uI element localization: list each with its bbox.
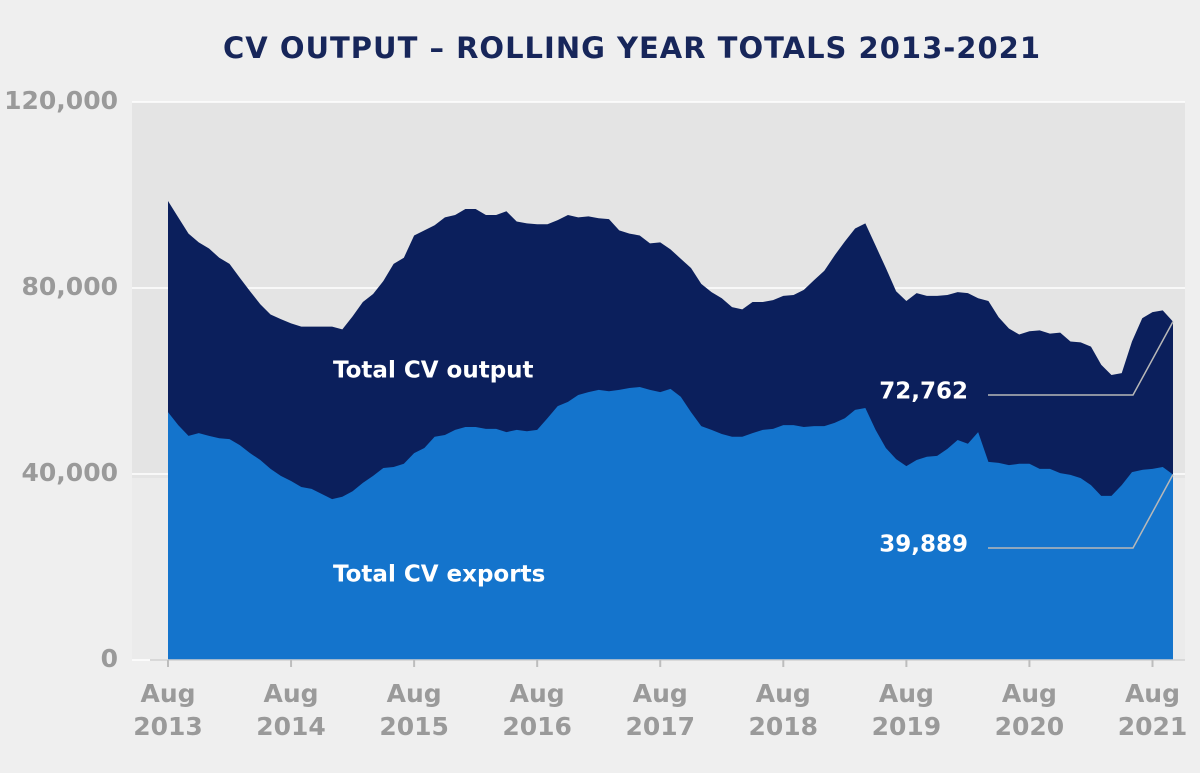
x-tick-label: Aug 2015	[379, 679, 449, 741]
y-tick-label: 120,000	[4, 86, 118, 115]
x-tick-label: Aug 2017	[625, 679, 695, 741]
x-tick-label: Aug 2019	[872, 679, 942, 741]
value-label: 39,889	[879, 532, 968, 558]
series-label: Total CV output	[333, 358, 534, 384]
y-tick-label: 0	[101, 644, 118, 673]
value-label: 72,762	[879, 379, 968, 405]
area	[168, 387, 1173, 660]
y-tick-label: 80,000	[22, 272, 118, 301]
x-tick-label: Aug 2021	[1118, 679, 1188, 741]
x-tick-label: Aug 2018	[749, 679, 819, 741]
x-tick-label: Aug 2020	[995, 679, 1065, 741]
chart-title: CV OUTPUT – ROLLING YEAR TOTALS 2013-202…	[223, 31, 1041, 65]
x-tick-label: Aug 2013	[133, 679, 203, 741]
series-label: Total CV exports	[333, 562, 545, 588]
leader-line	[988, 474, 1174, 549]
leader-line	[988, 321, 1174, 396]
y-tick-label: 40,000	[22, 458, 118, 487]
x-tick-label: Aug 2016	[502, 679, 572, 741]
x-tick-label: Aug 2014	[256, 679, 326, 741]
